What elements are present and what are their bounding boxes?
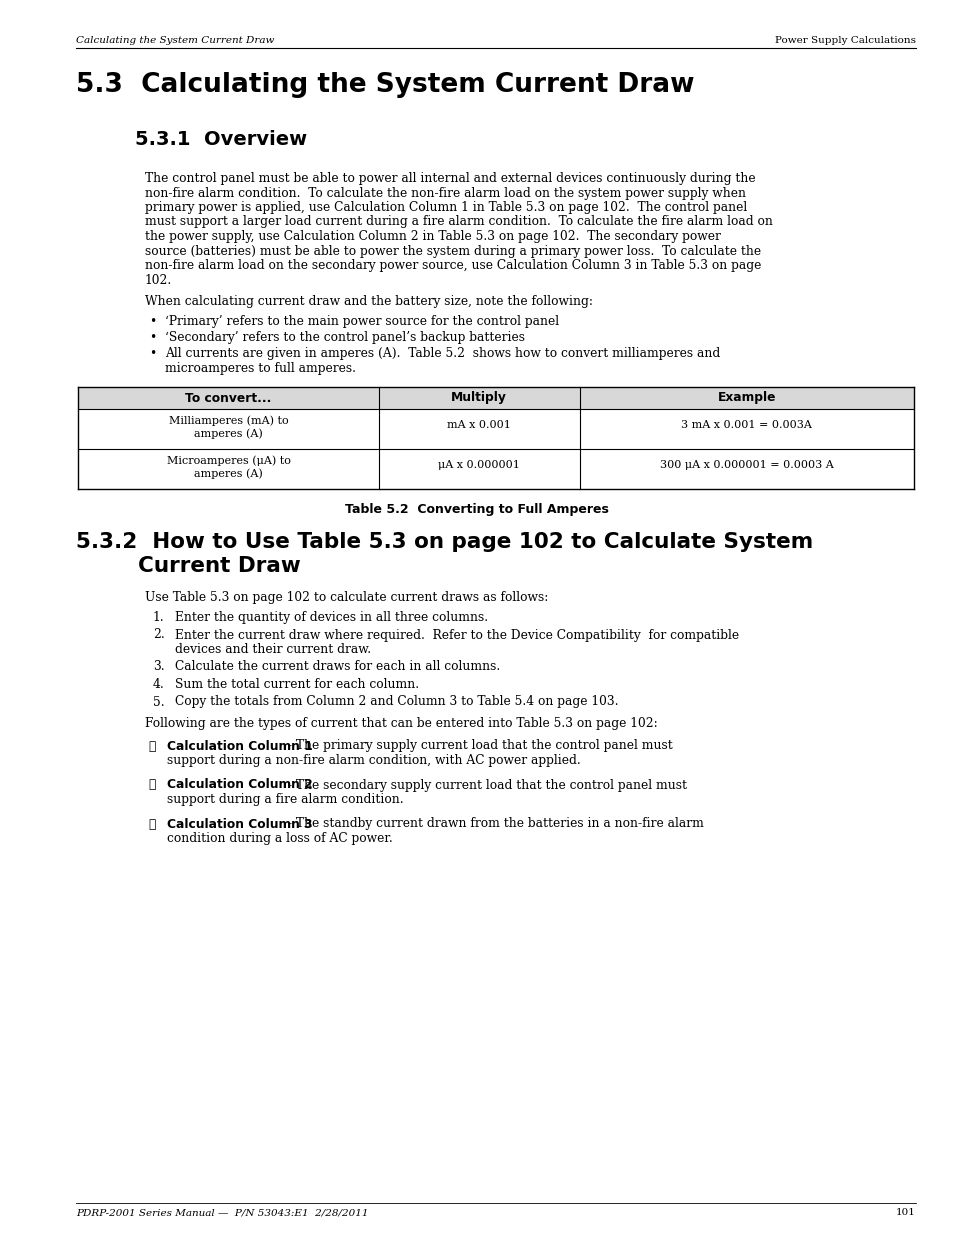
Text: ‘Secondary’ refers to the control panel’s backup batteries: ‘Secondary’ refers to the control panel’… — [165, 331, 524, 345]
Text: 5.3  Calculating the System Current Draw: 5.3 Calculating the System Current Draw — [76, 72, 694, 98]
Text: 1.: 1. — [152, 611, 165, 624]
Text: When calculating current draw and the battery size, note the following:: When calculating current draw and the ba… — [145, 295, 593, 308]
Text: •: • — [149, 315, 156, 327]
Text: Microamperes (μA) to: Microamperes (μA) to — [167, 456, 290, 466]
Text: ✓: ✓ — [148, 818, 155, 830]
Text: - The standby current drawn from the batteries in a non-fire alarm: - The standby current drawn from the bat… — [284, 818, 703, 830]
Text: To convert...: To convert... — [185, 391, 272, 405]
Text: non-fire alarm condition.  To calculate the non-fire alarm load on the system po: non-fire alarm condition. To calculate t… — [145, 186, 745, 200]
Text: - The secondary supply current load that the control panel must: - The secondary supply current load that… — [284, 778, 686, 792]
Text: ✓: ✓ — [148, 740, 155, 752]
Text: All currents are given in amperes (A).  Table 5.2  shows how to convert milliamp: All currents are given in amperes (A). T… — [165, 347, 720, 361]
Text: Table 5.2  Converting to Full Amperes: Table 5.2 Converting to Full Amperes — [345, 503, 608, 515]
Text: Calculate the current draws for each in all columns.: Calculate the current draws for each in … — [174, 661, 499, 673]
Text: - The primary supply current load that the control panel must: - The primary supply current load that t… — [284, 740, 672, 752]
Text: non-fire alarm load on the secondary power source, use Calculation Column 3 in T: non-fire alarm load on the secondary pow… — [145, 259, 760, 272]
Text: 5.: 5. — [152, 695, 165, 709]
Text: Calculation Column 1: Calculation Column 1 — [167, 740, 313, 752]
Text: 3.: 3. — [152, 661, 165, 673]
Text: amperes (A): amperes (A) — [193, 468, 263, 479]
Text: the power supply, use Calculation Column 2 in Table 5.3 on page 102.  The second: the power supply, use Calculation Column… — [145, 230, 720, 243]
Text: Enter the current draw where required.  Refer to the Device Compatibility  for c: Enter the current draw where required. R… — [174, 629, 739, 641]
Text: 5.3.1  Overview: 5.3.1 Overview — [135, 130, 307, 149]
Text: Enter the quantity of devices in all three columns.: Enter the quantity of devices in all thr… — [174, 611, 488, 624]
Text: support during a non-fire alarm condition, with AC power applied.: support during a non-fire alarm conditio… — [167, 755, 580, 767]
Text: 102.: 102. — [145, 273, 172, 287]
Text: condition during a loss of AC power.: condition during a loss of AC power. — [167, 832, 393, 845]
Text: Current Draw: Current Draw — [138, 557, 300, 577]
Text: Multiply: Multiply — [451, 391, 507, 405]
Text: ✓: ✓ — [148, 778, 155, 792]
Text: 5.3.2  How to Use Table 5.3 on page 102 to Calculate System: 5.3.2 How to Use Table 5.3 on page 102 t… — [76, 532, 812, 552]
Text: Calculating the System Current Draw: Calculating the System Current Draw — [76, 36, 274, 44]
Text: Power Supply Calculations: Power Supply Calculations — [774, 36, 915, 44]
Text: 300 μA x 0.000001 = 0.0003 A: 300 μA x 0.000001 = 0.0003 A — [659, 461, 833, 471]
Text: The control panel must be able to power all internal and external devices contin: The control panel must be able to power … — [145, 172, 755, 185]
Text: must support a larger load current during a fire alarm condition.  To calculate : must support a larger load current durin… — [145, 215, 772, 228]
Text: microamperes to full amperes.: microamperes to full amperes. — [165, 362, 355, 375]
Text: Following are the types of current that can be entered into Table 5.3 on page 10: Following are the types of current that … — [145, 718, 657, 730]
Text: Use Table 5.3 on page 102 to calculate current draws as follows:: Use Table 5.3 on page 102 to calculate c… — [145, 590, 548, 604]
Text: 101: 101 — [895, 1208, 915, 1216]
Text: μA x 0.000001: μA x 0.000001 — [437, 461, 519, 471]
Text: Example: Example — [717, 391, 775, 405]
Text: 2.: 2. — [152, 629, 165, 641]
Text: support during a fire alarm condition.: support during a fire alarm condition. — [167, 793, 403, 806]
Text: •: • — [149, 331, 156, 345]
Text: •: • — [149, 347, 156, 361]
Text: primary power is applied, use Calculation Column 1 in Table 5.3 on page 102.  Th: primary power is applied, use Calculatio… — [145, 201, 746, 214]
Text: Calculation Column 3: Calculation Column 3 — [167, 818, 313, 830]
Text: amperes (A): amperes (A) — [193, 429, 263, 440]
Text: ‘Primary’ refers to the main power source for the control panel: ‘Primary’ refers to the main power sourc… — [165, 315, 558, 327]
Text: Calculation Column 2: Calculation Column 2 — [167, 778, 313, 792]
Text: mA x 0.001: mA x 0.001 — [447, 420, 511, 431]
Bar — [78, 387, 913, 409]
Text: Milliamperes (mA) to: Milliamperes (mA) to — [169, 415, 288, 426]
Text: devices and their current draw.: devices and their current draw. — [174, 643, 371, 656]
Text: Copy the totals from Column 2 and Column 3 to Table 5.4 on page 103.: Copy the totals from Column 2 and Column… — [174, 695, 618, 709]
Text: 3 mA x 0.001 = 0.003A: 3 mA x 0.001 = 0.003A — [680, 420, 811, 431]
Text: 4.: 4. — [152, 678, 165, 692]
Text: PDRP-2001 Series Manual —  P/N 53043:E1  2/28/2011: PDRP-2001 Series Manual — P/N 53043:E1 2… — [76, 1208, 368, 1216]
Text: Sum the total current for each column.: Sum the total current for each column. — [174, 678, 418, 692]
Text: source (batteries) must be able to power the system during a primary power loss.: source (batteries) must be able to power… — [145, 245, 760, 258]
